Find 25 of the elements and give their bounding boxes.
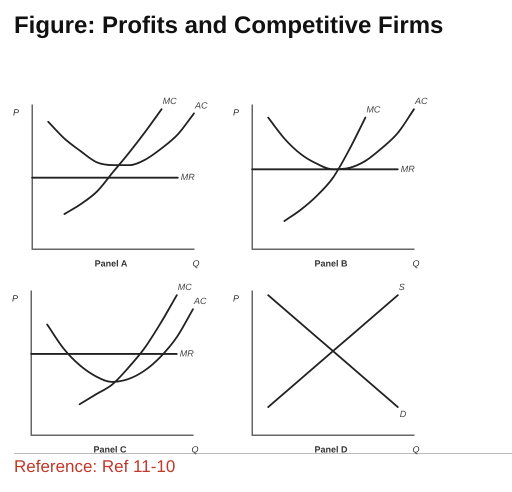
text: Panel C [93,444,128,454]
text: Panel A [94,258,128,268]
text: Panel D [314,444,348,454]
series-label: MC [178,282,192,292]
text: Panel B [314,258,348,268]
y-axis-title: P [12,294,18,304]
x-axis-title: Q [192,258,200,268]
x-axis-title: Q [191,444,199,454]
x-axis-title: Q [412,444,420,454]
series-label: AC [194,100,208,110]
series-label: MC [162,96,178,106]
y-axis-title: P [232,108,240,118]
x-axis-title: Q [412,258,420,268]
y-axis-title: P [12,108,20,118]
y-axis-title: P [232,294,240,304]
series-label: D [400,409,407,420]
series-label: MR [180,348,194,358]
series-label: S [398,282,405,292]
text: Reference: Ref 11-10 [14,457,176,477]
series-label: AC [414,96,428,106]
series-label: MR [180,172,196,182]
series-label: MR [400,164,416,174]
series-label: AC [193,296,208,306]
series-label: MC [366,104,381,115]
text: Figure: Profits and Competitive Firms [14,12,444,40]
